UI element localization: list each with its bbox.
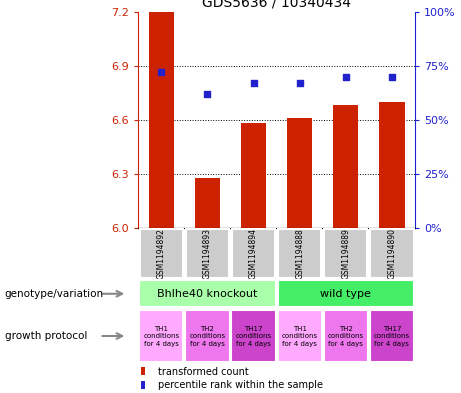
Point	[250, 80, 257, 86]
Bar	[324, 310, 368, 362]
Text: Bhlhe40 knockout: Bhlhe40 knockout	[157, 289, 258, 299]
Bar	[278, 280, 414, 307]
Bar	[139, 310, 183, 362]
Text: GSM1194888: GSM1194888	[295, 228, 304, 279]
Text: TH2
conditions
for 4 days: TH2 conditions for 4 days	[328, 325, 364, 347]
Bar	[287, 118, 313, 228]
Title: GDS5636 / 10340434: GDS5636 / 10340434	[202, 0, 351, 9]
Bar	[278, 310, 322, 362]
Point	[296, 80, 303, 86]
Bar	[278, 229, 321, 278]
Bar	[148, 12, 174, 228]
Text: TH1
conditions
for 4 days: TH1 conditions for 4 days	[282, 325, 318, 347]
Bar	[370, 229, 414, 278]
Point	[204, 91, 211, 97]
Bar	[241, 123, 266, 228]
Bar	[333, 105, 359, 228]
Text: TH1
conditions
for 4 days: TH1 conditions for 4 days	[143, 325, 179, 347]
Bar	[232, 229, 275, 278]
Text: TH2
conditions
for 4 days: TH2 conditions for 4 days	[189, 325, 225, 347]
Text: growth protocol: growth protocol	[5, 331, 87, 341]
Bar	[370, 310, 414, 362]
Bar	[195, 178, 220, 228]
Bar	[231, 310, 276, 362]
Text: percentile rank within the sample: percentile rank within the sample	[158, 380, 323, 390]
Text: genotype/variation: genotype/variation	[5, 289, 104, 299]
Bar	[324, 229, 367, 278]
Text: GSM1194893: GSM1194893	[203, 228, 212, 279]
Text: GSM1194889: GSM1194889	[341, 228, 350, 279]
Text: GSM1194894: GSM1194894	[249, 228, 258, 279]
Text: TH17
conditions
for 4 days: TH17 conditions for 4 days	[374, 325, 410, 347]
Text: GSM1194892: GSM1194892	[157, 228, 166, 279]
Bar	[379, 102, 405, 228]
Bar	[141, 367, 145, 375]
Bar	[185, 310, 230, 362]
Bar	[139, 280, 276, 307]
Bar	[186, 229, 229, 278]
Text: TH17
conditions
for 4 days: TH17 conditions for 4 days	[236, 325, 272, 347]
Bar	[141, 381, 145, 389]
Text: transformed count: transformed count	[158, 367, 248, 377]
Text: GSM1194890: GSM1194890	[387, 228, 396, 279]
Bar	[140, 229, 183, 278]
Text: wild type: wild type	[320, 289, 371, 299]
Point	[158, 69, 165, 75]
Point	[388, 73, 396, 80]
Point	[342, 73, 349, 80]
